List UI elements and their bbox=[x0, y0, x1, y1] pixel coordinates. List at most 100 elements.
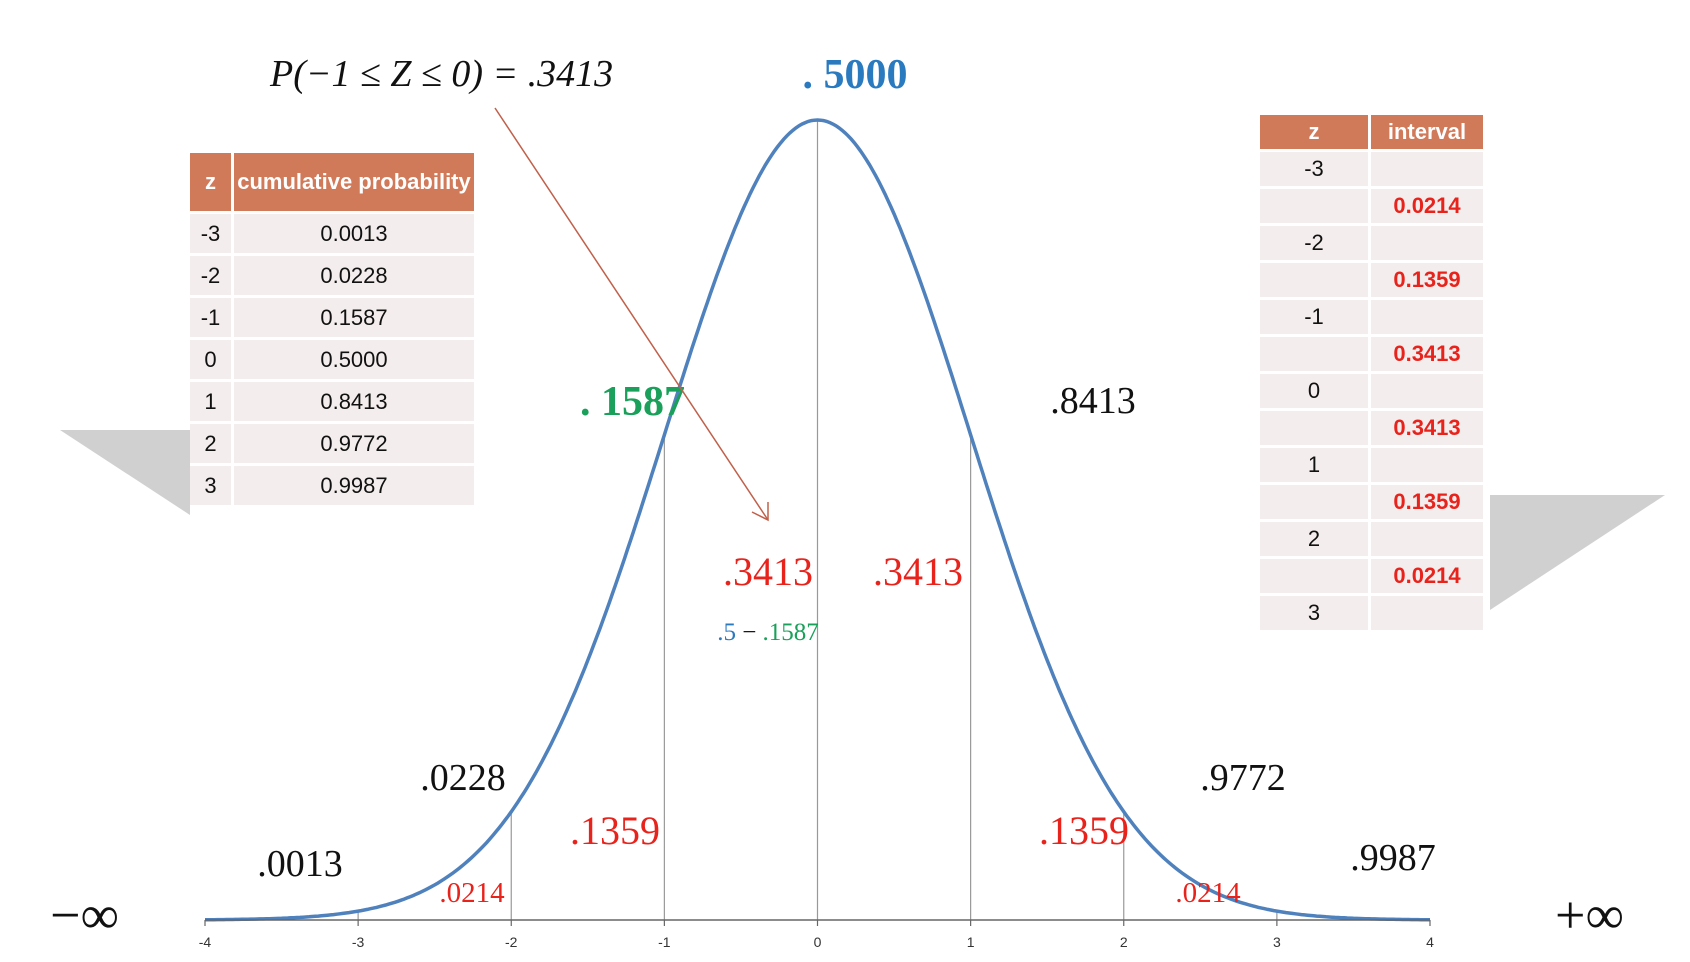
interval-label: .3413 bbox=[873, 549, 963, 594]
header-interval: interval bbox=[1371, 115, 1483, 149]
interval-labels: .0214 .1359 .3413 .3413 .1359 .0214 bbox=[439, 549, 1241, 909]
cell-interval bbox=[1371, 226, 1483, 260]
cell-cumulative: 0.1587 bbox=[234, 298, 474, 337]
cumulative-probability-table: z cumulative probability -3 0.0013 -2 0.022… bbox=[187, 150, 477, 508]
cell-cumulative: 0.9772 bbox=[234, 424, 474, 463]
cell-z bbox=[1260, 485, 1368, 519]
x-tick-label: -3 bbox=[352, 934, 365, 950]
interval-table: z interval -3 0.0214 -2 0.1359 -1 0.3413 0 0.34… bbox=[1257, 112, 1486, 633]
cell-cumulative: 0.0228 bbox=[234, 256, 474, 295]
cell-interval bbox=[1371, 374, 1483, 408]
cell-z: 0 bbox=[1260, 374, 1368, 408]
cell-interval: 0.1359 bbox=[1371, 485, 1483, 519]
table-row: 3 0.9987 bbox=[190, 466, 474, 505]
minus-infinity: −∞ bbox=[50, 885, 119, 945]
cumulative-label: .9772 bbox=[1200, 757, 1286, 799]
cell-interval: 0.0214 bbox=[1371, 559, 1483, 593]
cumulative-label: .8413 bbox=[1050, 380, 1136, 422]
cell-cumulative: 0.9987 bbox=[234, 466, 474, 505]
table-row: -2 0.0228 bbox=[190, 256, 474, 295]
table-row: 0.3413 bbox=[1260, 337, 1483, 371]
x-tick-label: -2 bbox=[505, 934, 518, 950]
header-z: z bbox=[1260, 115, 1368, 149]
cell-z: -1 bbox=[190, 298, 231, 337]
table-row: 0.1359 bbox=[1260, 485, 1483, 519]
cumulative-label: . 5000 bbox=[803, 52, 908, 98]
table-row: 0.1359 bbox=[1260, 263, 1483, 297]
cumulative-label: .9987 bbox=[1350, 837, 1436, 879]
header-cumulative-probability: cumulative probability bbox=[234, 153, 474, 211]
x-axis-ticks: -4 -3 -2 -1 0 1 2 3 4 bbox=[199, 920, 1434, 950]
table-row: -3 0.0013 bbox=[190, 214, 474, 253]
probability-formula: P(−1 ≤ Z ≤ 0) = .3413 bbox=[269, 53, 613, 95]
cell-interval bbox=[1371, 522, 1483, 556]
interval-label: .1359 bbox=[1039, 808, 1129, 853]
table-row: -2 bbox=[1260, 226, 1483, 260]
header-z: z bbox=[190, 153, 231, 211]
cell-z bbox=[1260, 263, 1368, 297]
table-row: 0.3413 bbox=[1260, 411, 1483, 445]
cell-z: 3 bbox=[190, 466, 231, 505]
x-tick-label: 0 bbox=[814, 934, 822, 950]
table-row: 0 0.5000 bbox=[190, 340, 474, 379]
interval-label: .1359 bbox=[570, 808, 660, 853]
cell-z bbox=[1260, 559, 1368, 593]
table-header-row: z interval bbox=[1260, 115, 1483, 149]
cumulative-label: . 1587 bbox=[580, 379, 685, 425]
cell-z: -3 bbox=[1260, 152, 1368, 186]
cell-interval bbox=[1371, 596, 1483, 630]
cell-cumulative: 0.8413 bbox=[234, 382, 474, 421]
subtraction-operator: − bbox=[736, 619, 763, 646]
cell-interval: 0.0214 bbox=[1371, 189, 1483, 223]
table-row: 2 bbox=[1260, 522, 1483, 556]
cell-z: -2 bbox=[190, 256, 231, 295]
cell-z: -3 bbox=[190, 214, 231, 253]
cell-z: 1 bbox=[1260, 448, 1368, 482]
cell-z: 3 bbox=[1260, 596, 1368, 630]
cumulative-label: .0228 bbox=[420, 757, 506, 799]
table-row: 0 bbox=[1260, 374, 1483, 408]
x-tick-label: 4 bbox=[1426, 934, 1434, 950]
cell-interval bbox=[1371, 448, 1483, 482]
x-tick-label: 3 bbox=[1273, 934, 1281, 950]
x-tick-label: -1 bbox=[658, 934, 671, 950]
interval-label: .3413 bbox=[723, 549, 813, 594]
cell-z: -1 bbox=[1260, 300, 1368, 334]
table-row: -3 bbox=[1260, 152, 1483, 186]
x-tick-label: 1 bbox=[967, 934, 975, 950]
subtraction-note: .5 − .1587 bbox=[717, 619, 819, 646]
subtraction-right: .1587 bbox=[763, 619, 819, 646]
table-row: 1 0.8413 bbox=[190, 382, 474, 421]
table-row: -1 bbox=[1260, 300, 1483, 334]
table-row: 2 0.9772 bbox=[190, 424, 474, 463]
cell-z: 1 bbox=[190, 382, 231, 421]
bell-curve bbox=[205, 118, 1430, 922]
interval-label: .0214 bbox=[1175, 877, 1241, 909]
cell-z bbox=[1260, 411, 1368, 445]
subtraction-left: .5 bbox=[717, 619, 736, 646]
cumulative-label: .0013 bbox=[257, 843, 343, 885]
cell-cumulative: 0.0013 bbox=[234, 214, 474, 253]
table-row: -1 0.1587 bbox=[190, 298, 474, 337]
x-tick-label: 2 bbox=[1120, 934, 1128, 950]
x-tick-label: -4 bbox=[199, 934, 212, 950]
table-row: 0.0214 bbox=[1260, 559, 1483, 593]
z-grid-lines bbox=[357, 120, 1278, 920]
cell-z bbox=[1260, 337, 1368, 371]
cell-interval: 0.1359 bbox=[1371, 263, 1483, 297]
table-header-row: z cumulative probability bbox=[190, 153, 474, 211]
cell-z: -2 bbox=[1260, 226, 1368, 260]
cell-interval: 0.3413 bbox=[1371, 411, 1483, 445]
cumulative-labels: .0013 .0228 . 1587 . 5000 .8413 .9772 .9987 bbox=[257, 52, 1436, 885]
cell-interval bbox=[1371, 152, 1483, 186]
cell-interval bbox=[1371, 300, 1483, 334]
cell-z: 2 bbox=[190, 424, 231, 463]
interval-label: .0214 bbox=[439, 877, 505, 909]
formula-arrow bbox=[494, 107, 769, 521]
arrow-head-icon bbox=[751, 502, 769, 522]
table-row: 0.0214 bbox=[1260, 189, 1483, 223]
cell-interval: 0.3413 bbox=[1371, 337, 1483, 371]
table-row: 3 bbox=[1260, 596, 1483, 630]
cell-z: 0 bbox=[190, 340, 231, 379]
